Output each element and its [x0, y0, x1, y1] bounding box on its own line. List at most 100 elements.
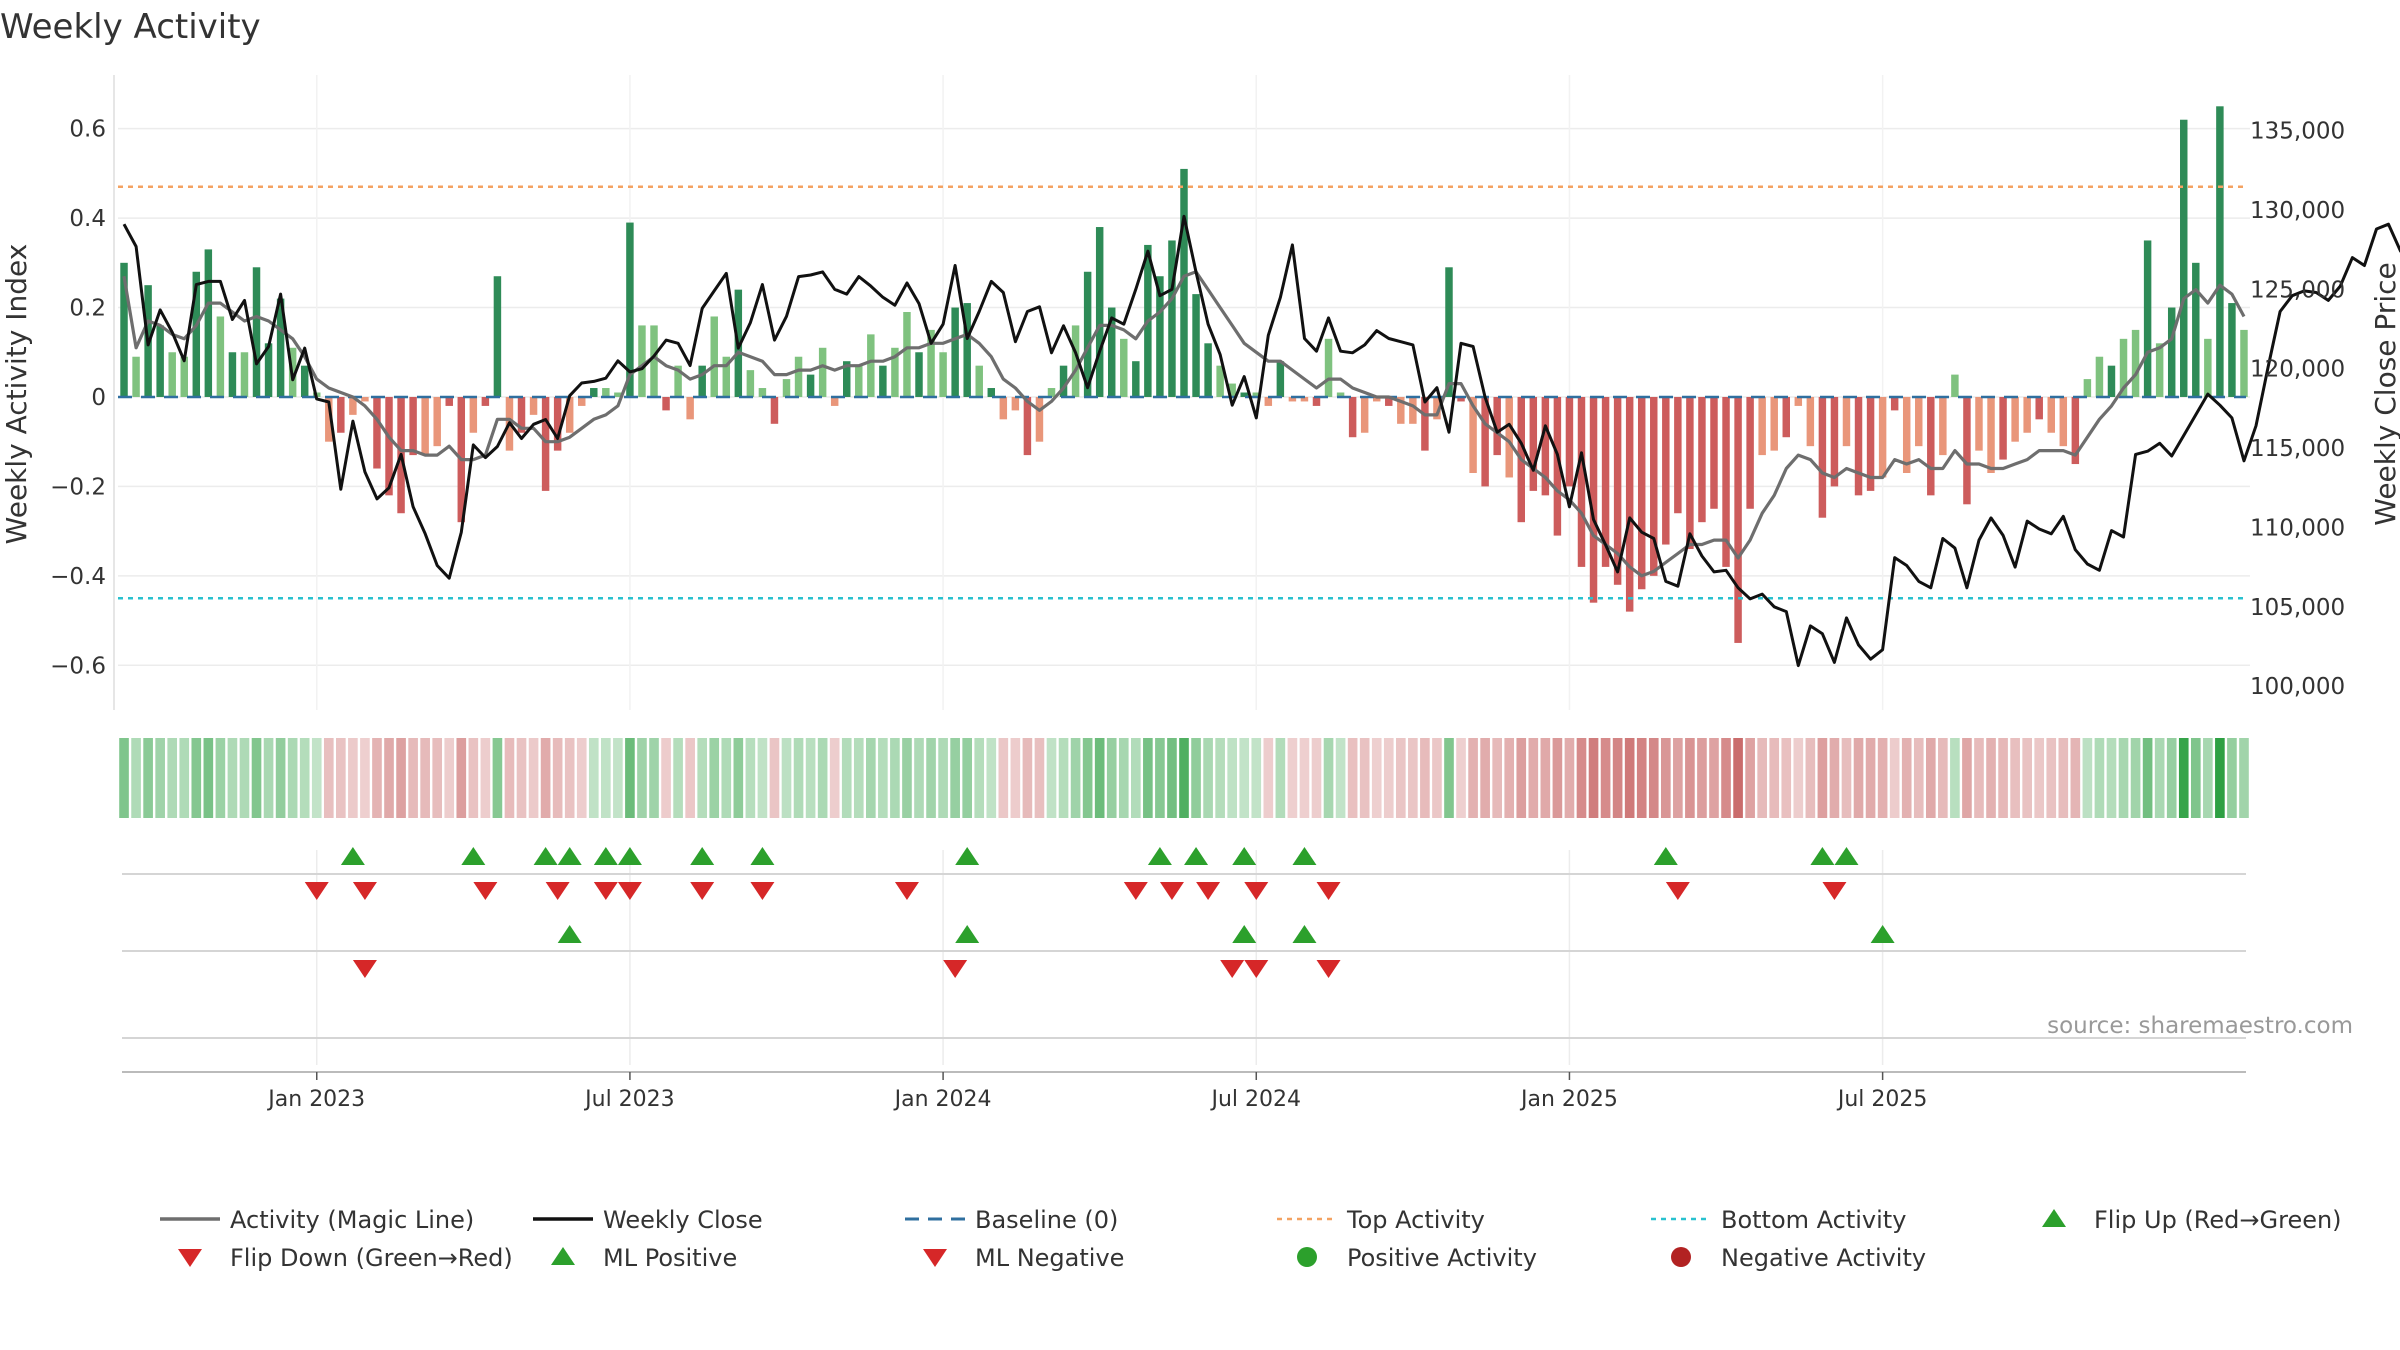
heat-strip-cell — [167, 738, 178, 818]
heat-strip-cell — [890, 738, 900, 818]
heat-strip-cell — [1974, 738, 1984, 818]
activity-bar — [1071, 325, 1080, 397]
heat-strip-cell — [1094, 738, 1105, 818]
activity-bar — [1180, 168, 1188, 397]
heat-strip-cell — [1745, 738, 1755, 818]
heat-strip-cell — [1793, 738, 1804, 818]
heat-strip-cell — [2227, 738, 2237, 818]
ml-negative-marker — [352, 960, 377, 978]
activity-bar — [1493, 396, 1501, 456]
heat-strip-cell — [1239, 738, 1250, 818]
flip-up-marker — [1292, 847, 1317, 865]
heat-strip-cell — [1155, 738, 1165, 818]
heat-strip-cell — [1203, 738, 1213, 818]
heat-strip-cell — [1082, 738, 1093, 818]
activity-bar — [1372, 396, 1381, 402]
y2-axis-label: Weekly Close Price — [2369, 262, 2400, 525]
heat-strip-cell — [1046, 738, 1057, 818]
heat-strip-cell — [673, 738, 683, 818]
heat-strip-cell — [480, 738, 491, 818]
heat-strip-cell — [456, 738, 467, 818]
activity-bar — [2071, 396, 2080, 465]
heat-strip-cell — [625, 738, 635, 818]
y2-tick-label: 125,000 — [2250, 277, 2345, 303]
activity-bar — [1240, 392, 1248, 397]
heat-strip-cell — [2070, 738, 2081, 818]
activity-bar — [1698, 396, 1706, 523]
flip-down-marker — [1244, 882, 1269, 900]
activity-bar — [1445, 267, 1453, 397]
heat-strip-cell — [444, 738, 455, 818]
activity-bar — [1312, 396, 1321, 406]
heat-strip-cell — [420, 738, 430, 818]
heat-strip-cell — [697, 738, 708, 818]
flip-down-marker — [593, 882, 618, 900]
heat-strip-cell — [757, 738, 768, 818]
activity-bar — [818, 347, 827, 397]
activity-bar — [1095, 227, 1104, 397]
heat-strip-cell — [1347, 738, 1358, 818]
heat-strip-cell — [203, 738, 214, 818]
activity-bar — [746, 370, 755, 397]
activity-bar — [782, 379, 791, 397]
ml-negative-marker — [943, 960, 968, 978]
activity-bar — [1794, 396, 1803, 406]
activity-bar — [337, 396, 345, 433]
activity-bar — [180, 356, 188, 397]
activity-bar — [1192, 294, 1200, 397]
heat-strip-cell — [1540, 738, 1551, 818]
heat-strip-cell — [299, 738, 310, 818]
heat-strip-cell — [1769, 738, 1780, 818]
x-tick-label: Jul 2023 — [583, 1087, 675, 1112]
activity-bar — [1324, 338, 1333, 397]
heat-strip-cell — [1660, 738, 1671, 818]
activity-bar — [1975, 396, 1983, 451]
heat-strip-cell — [2166, 738, 2177, 818]
heat-strip-cell — [2022, 738, 2032, 818]
x-tick-label: Jul 2024 — [1210, 1087, 1302, 1112]
heat-strip-cell — [1817, 738, 1828, 818]
activity-bar — [120, 262, 128, 397]
activity-bar — [228, 352, 237, 397]
heat-strip-cell — [1877, 738, 1888, 818]
legend-label-flip_down: Flip Down (Green→Red) — [230, 1244, 513, 1272]
activity-bar — [1228, 383, 1236, 397]
activity-bar — [1987, 396, 1995, 473]
activity-bar — [300, 365, 309, 397]
activity-bar — [1457, 396, 1465, 402]
y2-tick-label: 115,000 — [2250, 436, 2345, 462]
activity-bar — [1120, 338, 1128, 397]
ml-negative-marker — [1316, 960, 1341, 978]
heat-strip-cell — [1600, 738, 1611, 818]
activity-bar — [662, 396, 670, 411]
y2-tick-label: 135,000 — [2250, 119, 2345, 145]
legend-swatch-ml_negative — [923, 1249, 947, 1267]
y-axis-label: Weekly Activity Index — [0, 244, 33, 545]
activity-bar — [421, 396, 429, 456]
activity-bar — [553, 396, 562, 451]
heat-strip-cell — [1636, 738, 1647, 818]
heat-strip-cell — [1131, 738, 1141, 818]
heat-strip-cell — [1853, 738, 1864, 818]
activity-bar — [216, 316, 225, 397]
activity-bar — [710, 316, 718, 397]
heat-strip-cell — [2239, 738, 2249, 818]
flip-up-marker — [1834, 847, 1859, 865]
heat-strip-cell — [866, 738, 876, 818]
activity-bar — [879, 365, 887, 397]
activity-bar — [373, 396, 381, 469]
activity-bar — [2180, 119, 2188, 397]
heat-strip-cell — [2215, 738, 2225, 818]
heat-strip-cell — [227, 738, 238, 818]
heat-strip-cell — [685, 738, 695, 818]
flip-up-marker — [1147, 847, 1172, 865]
flip-up-marker — [340, 847, 365, 865]
activity-bar — [2216, 106, 2224, 397]
activity-bar — [2143, 240, 2152, 397]
activity-bar — [1553, 396, 1562, 536]
heat-strip-cell — [552, 738, 563, 818]
activity-bar — [2167, 307, 2176, 397]
heat-strip-cell — [1275, 738, 1286, 818]
heat-strip-cell — [1865, 738, 1876, 818]
heat-strip-cell — [396, 738, 406, 818]
